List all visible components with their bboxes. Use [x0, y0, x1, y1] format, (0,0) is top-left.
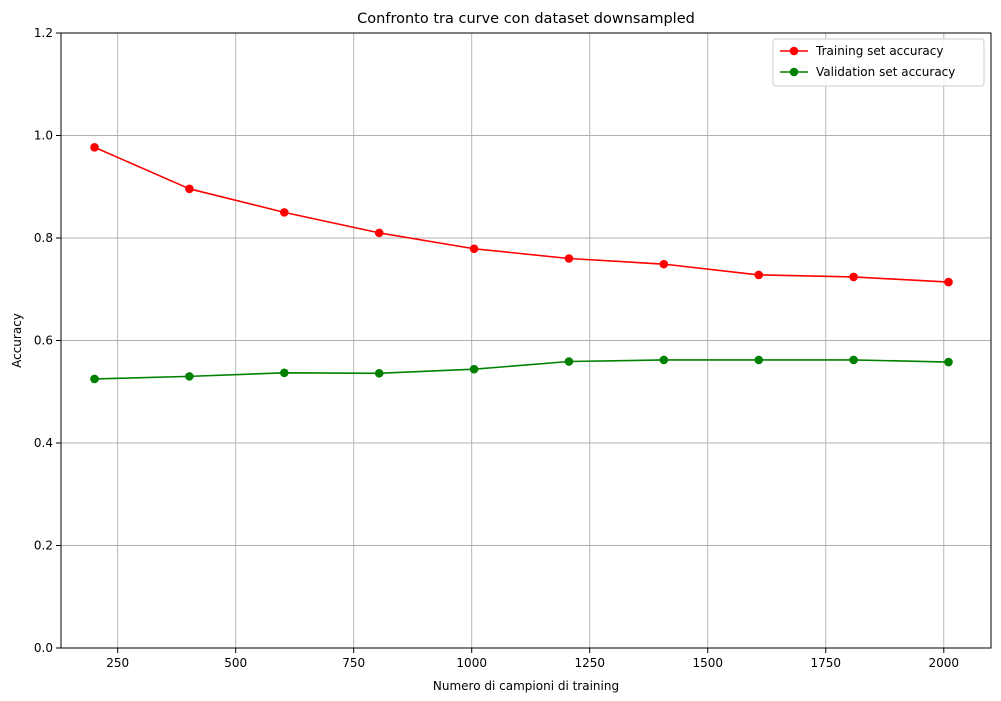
chart-title: Confronto tra curve con dataset downsamp… — [357, 11, 695, 27]
x-tick-label: 250 — [106, 656, 129, 670]
data-point — [754, 270, 764, 280]
x-tick-label: 1000 — [456, 656, 487, 670]
data-point — [279, 368, 289, 378]
legend: Training set accuracy Validation set accu… — [772, 38, 985, 87]
series-line — [94, 359, 949, 380]
series-layer — [90, 142, 953, 384]
data-point — [469, 244, 479, 254]
x-tick-label: 1250 — [574, 656, 605, 670]
y-tick-label: 0.8 — [34, 231, 53, 245]
axis-ticks: 250 500 750 1000 1250 1500 1750 2000 0.0 0.2 0.4 0.… — [34, 26, 959, 670]
data-point — [469, 364, 479, 374]
y-tick-label: 0.0 — [34, 641, 53, 655]
y-tick-label: 0.2 — [34, 539, 53, 553]
data-point — [185, 372, 194, 381]
x-tick-label: 750 — [342, 656, 365, 670]
series-group — [90, 355, 953, 384]
y-tick-label: 0.4 — [34, 436, 53, 450]
data-point — [849, 272, 858, 282]
data-point — [754, 355, 764, 365]
data-point — [659, 355, 669, 365]
data-point — [659, 259, 669, 269]
legend-label: Validation set accuracy — [816, 65, 955, 79]
data-point — [279, 208, 289, 217]
data-point — [564, 254, 574, 263]
legend-box — [772, 38, 985, 87]
legend-label: Training set accuracy — [815, 44, 943, 58]
data-point — [90, 374, 99, 384]
legend-marker — [789, 67, 799, 77]
data-point — [90, 142, 99, 152]
series-line — [94, 146, 949, 283]
y-tick-label: 0.6 — [34, 334, 53, 348]
x-tick-label: 500 — [224, 656, 247, 670]
legend-item: Training set accuracy — [780, 44, 943, 58]
x-tick-label: 1500 — [692, 656, 723, 670]
data-point — [564, 357, 574, 366]
y-tick-label: 1.2 — [34, 26, 53, 40]
data-point — [849, 355, 858, 365]
data-point — [374, 369, 384, 378]
x-axis-title: Numero di campioni di training — [433, 679, 619, 693]
grid — [61, 32, 991, 649]
data-point — [185, 184, 194, 194]
data-point — [374, 228, 384, 238]
legend-marker — [789, 46, 799, 56]
y-tick-label: 1.0 — [34, 129, 53, 143]
x-tick-label: 2000 — [929, 656, 960, 670]
legend-item: Validation set accuracy — [780, 65, 955, 79]
x-tick-label: 1750 — [810, 656, 841, 670]
data-point — [944, 277, 953, 287]
series-group — [90, 142, 953, 287]
y-axis-title: Accuracy — [10, 313, 24, 368]
data-point — [944, 357, 953, 367]
